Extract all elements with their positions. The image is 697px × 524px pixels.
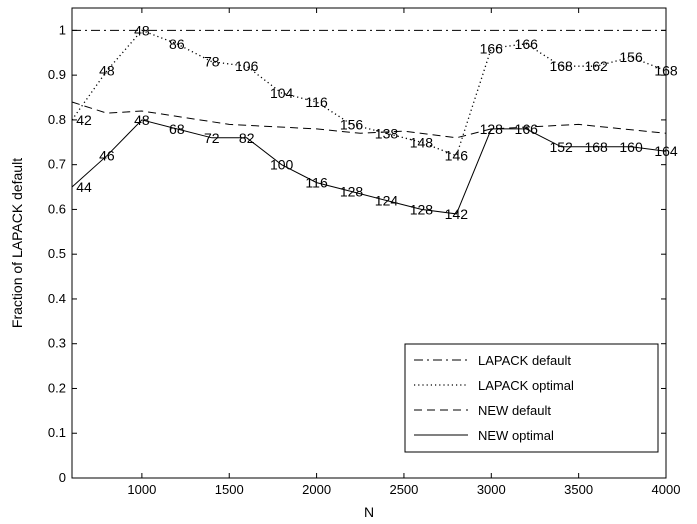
data-label: 142 (445, 206, 469, 222)
x-tick-label: 3000 (477, 482, 506, 497)
data-label: 152 (549, 139, 573, 155)
data-label: 168 (584, 139, 608, 155)
y-tick-label: 0.2 (48, 380, 66, 395)
x-tick-label: 4000 (652, 482, 681, 497)
legend-label: NEW optimal (478, 428, 554, 443)
legend: LAPACK default LAPACK optimal NEW default N… (404, 343, 659, 453)
y-tick-label: 0.5 (48, 246, 66, 261)
data-label: 106 (235, 58, 259, 74)
data-label: 78 (204, 54, 220, 70)
x-tick-label: 3500 (564, 482, 593, 497)
data-label: 128 (410, 201, 434, 217)
y-tick-label: 0.9 (48, 67, 66, 82)
point-labels: 42 48 48 86 78 106 104 116 156 138 148 146 166 166 168… (76, 22, 678, 222)
legend-box (404, 343, 659, 453)
y-tick-label: 0.1 (48, 425, 66, 440)
y-tick-label: 0.7 (48, 157, 66, 172)
data-label: 116 (305, 94, 328, 110)
x-axis-label: N (364, 504, 374, 520)
y-axis: 0 0.1 0.2 0.3 0.4 0.5 0.6 0.7 0.8 0.9 1 (48, 22, 666, 485)
y-tick-label: 0.8 (48, 112, 66, 127)
series-line-new-optimal (71, 119, 667, 215)
data-label: 104 (270, 85, 294, 101)
data-label: 164 (654, 143, 678, 159)
data-label: 156 (340, 116, 364, 132)
data-label: 168 (549, 58, 573, 74)
data-label: 48 (134, 22, 150, 38)
y-axis-label: Fraction of LAPACK default (9, 158, 25, 328)
data-label: 138 (375, 125, 399, 141)
y-tick-label: 0.6 (48, 201, 66, 216)
series-line-new-default (71, 101, 667, 139)
x-tick-label: 2500 (389, 482, 418, 497)
y-tick-label: 0 (59, 470, 66, 485)
data-label: 82 (239, 130, 255, 146)
data-label: 100 (270, 157, 294, 173)
data-label: 128 (340, 184, 364, 200)
legend-label: NEW default (478, 403, 551, 418)
y-tick-label: 0.4 (48, 291, 66, 306)
data-label: 46 (99, 148, 115, 164)
data-label: 116 (305, 175, 328, 191)
data-label: 42 (76, 112, 92, 128)
data-label: 166 (480, 40, 504, 56)
x-tick-label: 1000 (127, 482, 156, 497)
data-label: 48 (134, 112, 150, 128)
data-label: 48 (99, 63, 115, 79)
y-tick-label: 0.3 (48, 336, 66, 351)
data-label: 156 (619, 49, 643, 65)
data-label: 166 (515, 36, 539, 52)
data-label: 124 (375, 192, 399, 208)
data-label: 148 (410, 134, 434, 150)
data-label: 72 (204, 130, 220, 146)
data-label: 68 (169, 121, 185, 137)
series-layer (71, 29, 667, 215)
x-tick-label: 2000 (302, 482, 331, 497)
data-label: 44 (76, 179, 92, 195)
data-label: 160 (619, 139, 643, 155)
data-label: 166 (515, 121, 539, 137)
y-tick-label: 1 (59, 22, 66, 37)
data-label: 86 (169, 36, 185, 52)
x-axis: 1000 1500 2000 2500 3000 3500 4000 (127, 8, 680, 497)
legend-label: LAPACK default (478, 353, 571, 368)
data-label: 168 (654, 63, 678, 79)
data-label: 146 (445, 148, 469, 164)
legend-label: LAPACK optimal (478, 378, 574, 393)
data-label: 162 (584, 58, 608, 74)
data-label: 128 (480, 121, 504, 137)
x-tick-label: 1500 (215, 482, 244, 497)
